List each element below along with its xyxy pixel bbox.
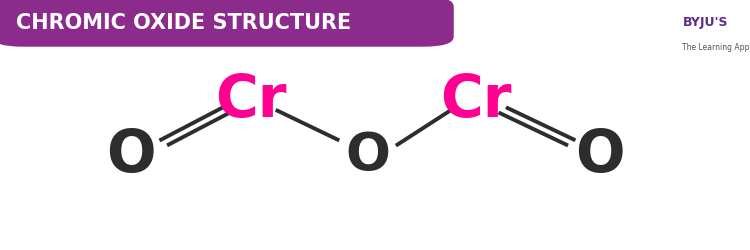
Text: The Learning App: The Learning App [682, 43, 750, 52]
Text: BYJU'S: BYJU'S [682, 16, 728, 29]
Text: Cr: Cr [215, 72, 287, 128]
Text: O: O [575, 126, 625, 184]
Text: O: O [345, 129, 390, 181]
Text: CHROMIC OXIDE STRUCTURE: CHROMIC OXIDE STRUCTURE [16, 12, 352, 32]
Text: O: O [106, 126, 156, 184]
FancyBboxPatch shape [0, 0, 454, 48]
Text: Cr: Cr [440, 72, 512, 128]
